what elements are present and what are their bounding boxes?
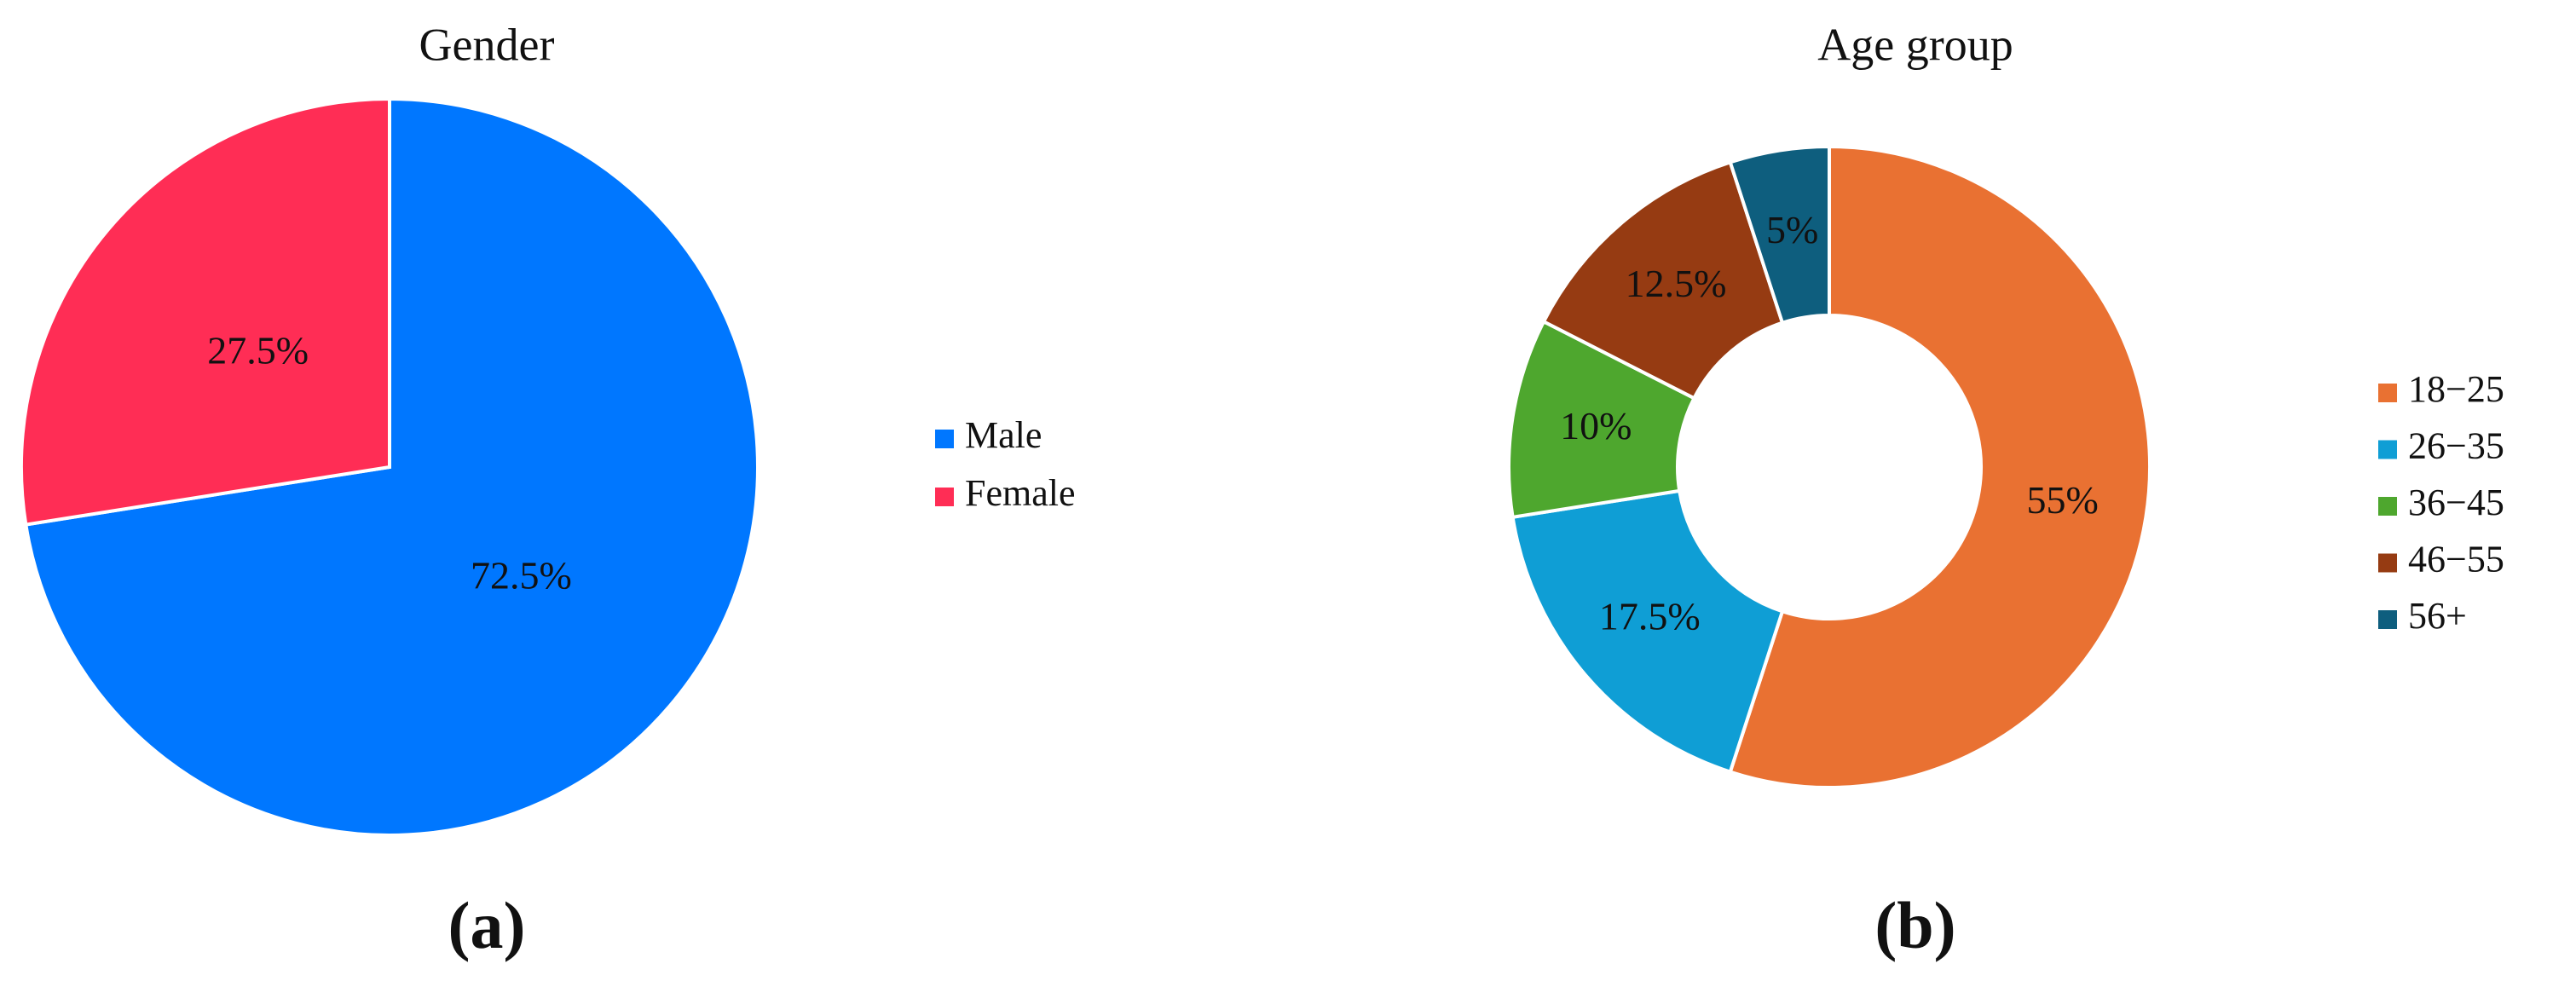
legend-label: Female <box>965 472 1076 514</box>
data-label: 10% <box>1560 404 1632 447</box>
chart-title: Gender <box>419 19 555 70</box>
data-label: 17.5% <box>1599 595 1701 638</box>
legend-label: 56+ <box>2408 595 2467 637</box>
legend-swatch <box>935 488 954 506</box>
slice <box>1728 144 2151 789</box>
legend-swatch <box>2378 497 2397 516</box>
legend-label: 46−55 <box>2408 539 2504 580</box>
legend-label: 26−35 <box>2408 425 2504 467</box>
legend-label: 18−25 <box>2408 368 2504 410</box>
slice <box>1728 144 1831 326</box>
legend-swatch <box>2378 440 2397 459</box>
legend-swatch <box>2378 384 2397 402</box>
panel-label: (a) <box>448 888 526 962</box>
legend-swatch <box>935 430 954 448</box>
slice <box>1541 159 1785 401</box>
slice <box>1510 488 1785 775</box>
panel-label: (b) <box>1874 888 1955 962</box>
legend-label: 36−45 <box>2408 482 2504 523</box>
data-label: 27.5% <box>207 329 309 372</box>
data-label: 55% <box>2027 478 2099 522</box>
data-label: 72.5% <box>471 553 572 597</box>
slice <box>24 96 760 837</box>
legend-swatch <box>2378 553 2397 573</box>
slice <box>20 96 391 527</box>
chart-title: Age group <box>1817 19 2013 70</box>
data-label: 5% <box>1766 208 1818 251</box>
data-label: 12.5% <box>1626 262 1727 305</box>
legend-swatch <box>2378 610 2397 629</box>
legend-label: Male <box>965 414 1042 456</box>
